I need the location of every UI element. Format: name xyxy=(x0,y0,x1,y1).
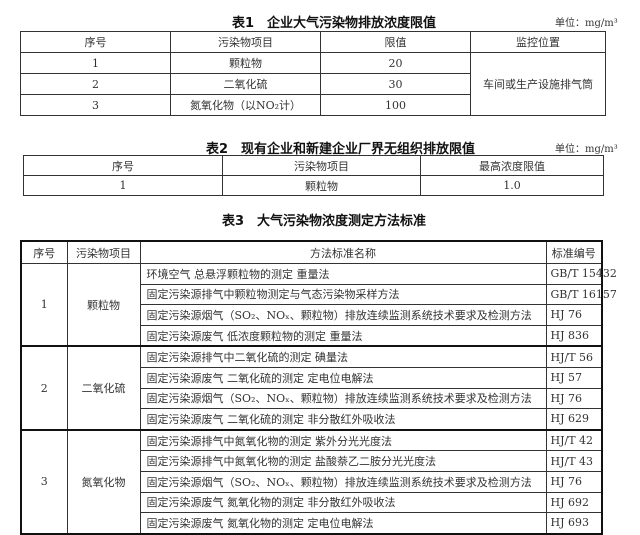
row-number: 2 xyxy=(20,73,171,95)
table-row: 3 氮氧化物 固定污染源排气中氮氧化物的测定 紫外分光光度法 HJ/T 42 xyxy=(20,428,603,535)
method-name-cell: 固定污染源烟气（SO₂、NOₓ、颗粒物）排放连续监测系统技术要求及检测方法 xyxy=(139,304,547,326)
table1-title: 表1 企业大气污染物排放浓度限值 xyxy=(232,16,437,31)
group-number: 1 xyxy=(20,263,68,347)
standard-code-cell: HJ/T 42 xyxy=(545,428,603,452)
table-row: 2 二氧化硫 30 xyxy=(20,73,606,95)
standard-code-cell: GB/T 16157 xyxy=(545,283,617,306)
method-name-cell: 固定污染源废气 二氧化硫的测定 非分散红外吸收法 xyxy=(139,408,547,431)
limit-cell: 1.0 xyxy=(420,175,604,196)
header-cell: 序号 xyxy=(23,155,223,176)
header-cell: 限值 xyxy=(320,31,471,53)
header-cell: 方法标准名称 xyxy=(139,240,547,264)
pollutant-cell: 氮氧化物 xyxy=(66,428,141,535)
table-header-row: 序号 污染物项目 限值 监控位置 xyxy=(20,31,606,53)
table-row: 固定污染源烟气（SO₂、NOₓ、颗粒物）排放连续监测系统技术要求及检测方法 HJ … xyxy=(21,304,603,326)
table-row: 固定污染源废气 低浓度颗粒物的测定 重量法 HJ 836 xyxy=(21,324,603,347)
method-name-cell: 固定污染源废气 氮氧化物的测定 非分散红外吸收法 xyxy=(139,491,547,514)
standard-code-cell: HJ 629 xyxy=(545,408,603,431)
table-row: 1 颗粒物 环境空气 总悬浮颗粒物的测定 重量法 GB/T 15432 xyxy=(20,263,617,347)
table-row: 固定污染源废气 氮氧化物的测定 定电位电解法 HJ 693 xyxy=(21,512,603,535)
pollutant-cell: 二氧化硫 xyxy=(170,73,321,95)
pollutant-cell: 颗粒物 xyxy=(170,52,321,74)
method-name-cell: 固定污染源排气中氮氧化物的测定 盐酸萘乙二胺分光光度法 xyxy=(139,450,547,472)
table-header-row: 序号 污染物项目 方法标准名称 标准编号 xyxy=(20,240,603,264)
fugitive-emission-limits-table: 序号 污染物项目 最高浓度限值 1 颗粒物 1.0 xyxy=(23,155,604,196)
method-name-cell: 固定污染源废气 二氧化硫的测定 定电位电解法 xyxy=(139,366,547,389)
limit-cell: 30 xyxy=(320,73,471,95)
limit-cell: 20 xyxy=(320,52,471,74)
table-row: 2 二氧化硫 固定污染源排气中二氧化硫的测定 碘量法 HJ/T 56 xyxy=(20,345,603,431)
table-header-row: 序号 污染物项目 最高浓度限值 xyxy=(23,155,604,176)
standard-code-cell: HJ/T 56 xyxy=(545,345,603,368)
standard-code-cell: HJ 836 xyxy=(545,324,603,347)
method-name-cell: 环境空气 总悬浮颗粒物的测定 重量法 xyxy=(139,263,547,285)
header-cell: 标准编号 xyxy=(545,240,603,264)
method-name-cell: 固定污染源废气 氮氧化物的测定 定电位电解法 xyxy=(139,512,547,535)
standard-code-cell: HJ 76 xyxy=(545,304,603,326)
standard-code-cell: HJ 76 xyxy=(545,387,603,410)
table-row: 固定污染源排气中颗粒物测定与气态污染物采样方法 GB/T 16157 xyxy=(21,283,617,306)
standard-code-cell: HJ 57 xyxy=(545,366,603,389)
table3-title: 表3 大气污染物浓度测定方法标准 xyxy=(222,214,427,229)
method-name-cell: 固定污染源烟气（SO₂、NOₓ、颗粒物）排放连续监测系统技术要求及检测方法 xyxy=(139,387,547,410)
pollutant-cell: 氮氧化物（以NO₂计） xyxy=(170,94,321,116)
table-row: 固定污染源废气 二氧化硫的测定 定电位电解法 HJ 57 xyxy=(21,366,603,389)
method-name-cell: 固定污染源排气中氮氧化物的测定 紫外分光光度法 xyxy=(139,428,547,452)
pollutant-cell: 颗粒物 xyxy=(222,175,421,196)
group-number: 3 xyxy=(20,428,68,535)
method-name-cell: 固定污染源排气中颗粒物测定与气态污染物采样方法 xyxy=(139,283,547,306)
monitoring-location-cell: 车间或生产设施排气筒 xyxy=(470,52,606,116)
group-number: 2 xyxy=(20,345,68,431)
table2-title: 表2 现有企业和新建企业厂界无组织排放限值 xyxy=(206,142,476,157)
pollutant-cell: 颗粒物 xyxy=(66,263,141,347)
standard-code-cell: HJ 693 xyxy=(545,512,603,535)
row-number: 1 xyxy=(23,175,223,196)
emission-limits-table: 序号 污染物项目 限值 监控位置 1 颗粒物 20 车间或生产设施排气筒 2 二… xyxy=(20,31,606,116)
standard-code-cell: HJ 76 xyxy=(545,470,603,493)
table-row: 固定污染源烟气（SO₂、NOₓ、颗粒物）排放连续监测系统技术要求及检测方法 HJ … xyxy=(21,470,603,493)
row-number: 1 xyxy=(20,52,171,74)
header-cell: 污染物项目 xyxy=(170,31,321,53)
limit-cell: 100 xyxy=(320,94,471,116)
measurement-methods-table: 序号 污染物项目 方法标准名称 标准编号 1 颗粒物 环境空气 总悬浮颗粒物的测定 … xyxy=(20,240,617,535)
header-cell: 序号 xyxy=(20,240,68,264)
method-name-cell: 固定污染源烟气（SO₂、NOₓ、颗粒物）排放连续监测系统技术要求及检测方法 xyxy=(139,470,547,493)
method-name-cell: 固定污染源排气中二氧化硫的测定 碘量法 xyxy=(139,345,547,368)
table-row: 固定污染源废气 氮氧化物的测定 非分散红外吸收法 HJ 692 xyxy=(21,491,603,514)
standard-code-cell: HJ/T 43 xyxy=(545,450,603,472)
row-number: 3 xyxy=(20,94,171,116)
table-row: 1 颗粒物 20 车间或生产设施排气筒 xyxy=(20,52,606,116)
pollutant-cell: 二氧化硫 xyxy=(66,345,141,431)
header-cell: 污染物项目 xyxy=(66,240,141,264)
standard-code-cell: HJ 692 xyxy=(545,491,603,514)
standard-code-cell: GB/T 15432 xyxy=(545,263,617,285)
header-cell: 序号 xyxy=(20,31,171,53)
table-row: 3 氮氧化物（以NO₂计） 100 xyxy=(20,94,606,116)
table-row: 固定污染源烟气（SO₂、NOₓ、颗粒物）排放连续监测系统技术要求及检测方法 HJ … xyxy=(21,387,603,410)
table-row: 1 颗粒物 1.0 xyxy=(23,175,604,196)
header-cell: 污染物项目 xyxy=(222,155,421,176)
header-cell: 监控位置 xyxy=(470,31,606,53)
header-cell: 最高浓度限值 xyxy=(420,155,604,176)
method-name-cell: 固定污染源废气 低浓度颗粒物的测定 重量法 xyxy=(139,324,547,347)
table1-unit: 单位：mg/m³ xyxy=(555,18,618,29)
table2-unit: 单位：mg/m³ xyxy=(555,144,618,155)
